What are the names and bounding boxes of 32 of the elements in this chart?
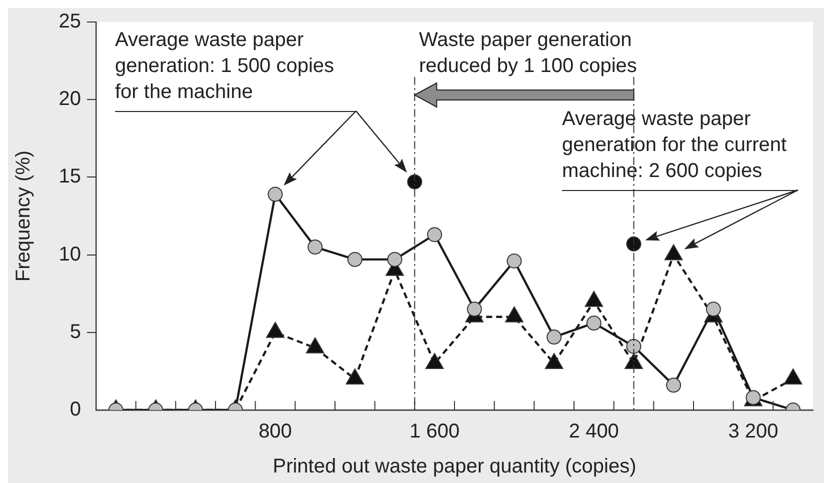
y-tick-label: 20 — [58, 88, 81, 110]
point — [347, 252, 362, 267]
y-tick-label: 5 — [70, 320, 81, 343]
annotation: Waste paper generation reduced by 1 100 copies — [419, 28, 638, 79]
point — [308, 240, 323, 255]
y-tick-label: 0 — [70, 398, 81, 421]
point — [346, 368, 364, 384]
point — [427, 227, 442, 242]
y-tick-label: 15 — [58, 166, 81, 188]
point — [506, 254, 522, 269]
point — [784, 368, 802, 384]
point — [306, 337, 324, 354]
point — [624, 352, 643, 369]
point — [407, 174, 422, 190]
point — [425, 352, 444, 369]
x-tick-label: 2 400 — [568, 420, 619, 443]
point — [584, 290, 604, 307]
annotation: Average waste paper generation: 1 500 copies for the machine — [115, 27, 356, 112]
point — [544, 352, 564, 369]
point — [387, 252, 402, 267]
y-tick-label: 10 — [58, 243, 81, 266]
y-tick-label: 25 — [58, 10, 81, 33]
point — [505, 306, 524, 322]
point — [626, 236, 642, 252]
x-axis-title: Printed out waste paper quantity (copies) — [272, 456, 636, 478]
x-tick-label: 1 600 — [410, 420, 460, 443]
annotation: Average waste paper generation for the current machine: 2 600 copies — [562, 106, 798, 191]
x-tick-label: 800 — [258, 420, 292, 443]
point — [266, 322, 284, 338]
x-tick-label: 3 200 — [728, 420, 778, 443]
point — [268, 186, 283, 202]
y-axis-title: Frequency (%) — [12, 150, 35, 282]
